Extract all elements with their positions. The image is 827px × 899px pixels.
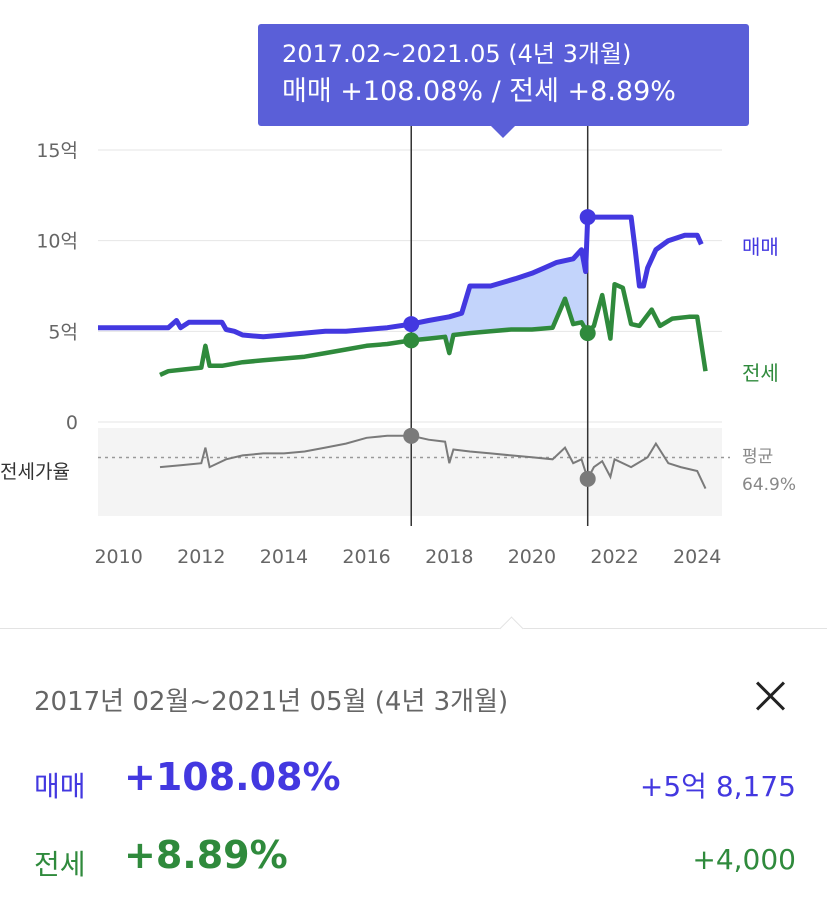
tooltip-arrow [491,126,515,138]
sale-row: 매매 +108.08% +5억 8,175 [34,755,796,811]
sale-pct: +108.08% [124,755,341,799]
y-tick-label: 5억 [48,321,78,343]
tooltip-change: 매매 +108.08% / 전세 +8.89% [282,76,676,107]
lease-label: 전세 [34,848,86,881]
series-line-sale [98,214,704,340]
sale-marker [579,209,596,226]
ratio-marker [403,427,420,444]
x-tick-label: 2014 [260,546,308,568]
sale-amount: +5억 8,175 [639,770,796,803]
sale-series-label: 매매 [742,235,779,259]
y-tick-label: 10억 [36,231,78,253]
lease-pct: +8.89% [124,833,288,877]
lease-row: 전세 +8.89% +4,000 [34,833,796,889]
ratio-series-label: 전세가율 [0,461,70,483]
x-tick-label: 2016 [342,546,390,568]
series-line-ratio [159,434,707,490]
chart-svg: 15억 10억 5억 0 2010 2012 2014 2016 2018 2020 2022 202… [0,126,796,568]
x-tick-label: 2012 [177,546,225,568]
lease-series-label: 전세 [742,361,779,385]
close-icon[interactable] [748,673,794,719]
ratio-marker [579,470,596,487]
tooltip-period: 2017.02~2021.05 (4년 3개월) [282,40,632,68]
panel-period: 2017년 02월~2021년 05월 (4년 3개월) [34,687,509,717]
lease-marker [403,332,420,349]
x-tick-label: 2022 [590,546,638,568]
ratio-average-label: 평균 [742,447,773,467]
panel-notch [499,616,524,641]
sale-marker [403,316,420,333]
y-tick-label: 0 [66,412,78,434]
lease-marker [579,325,596,342]
sale-label: 매매 [34,770,86,803]
lease-amount: +4,000 [692,843,796,876]
detail-panel: 2017년 02월~2021년 05월 (4년 3개월) 매매 +108.08%… [0,616,827,899]
x-tick-label: 2018 [425,546,473,568]
x-tick-label: 2010 [94,546,142,568]
series-line-lease [159,281,708,377]
y-tick-label: 15억 [36,140,78,162]
ratio-average-value: 64.9% [742,475,796,495]
x-tick-label: 2024 [673,546,721,568]
price-chart[interactable]: 15억 10억 5억 0 2010 2012 2014 2016 2018 2020 2022 202… [0,0,827,610]
range-tooltip: 2017.02~2021.05 (4년 3개월) 매매 +108.08% / 전… [258,24,749,126]
x-tick-label: 2020 [508,546,556,568]
